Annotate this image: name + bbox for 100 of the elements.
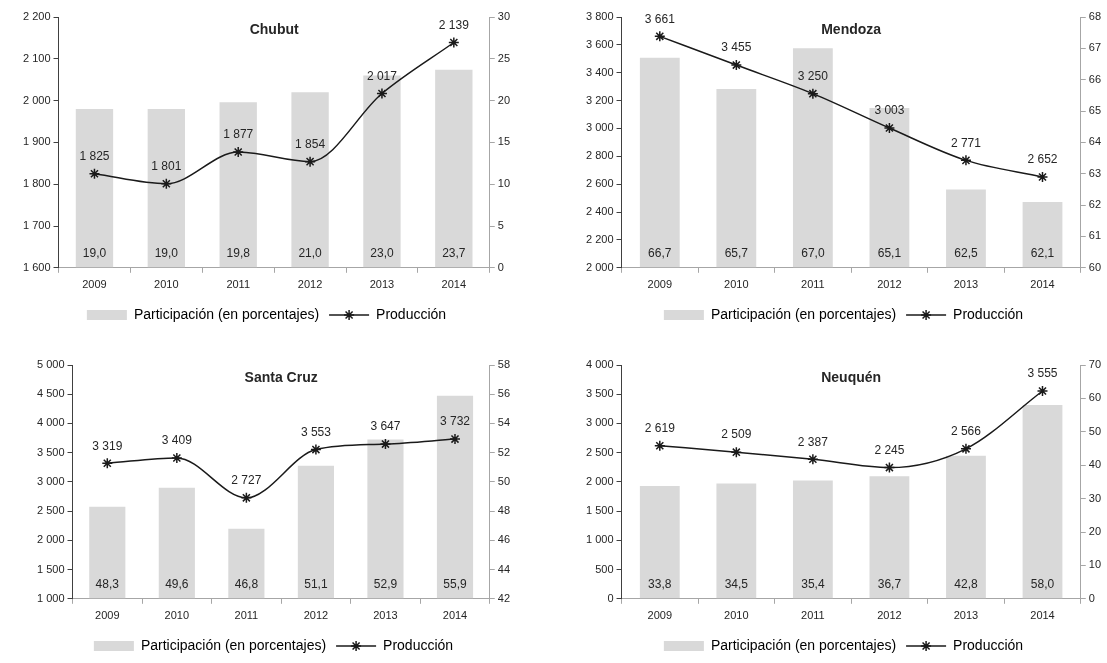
chart-title: Chubut — [249, 20, 299, 37]
data-label: 2 566 — [950, 424, 982, 439]
y2-tick-label: 40 — [1088, 458, 1102, 471]
point — [160, 178, 173, 190]
legend-label: Producción — [376, 305, 447, 322]
y-tick-label: 4 000 — [37, 416, 65, 429]
y2-tick-label: 52 — [497, 445, 511, 458]
y-tick-label: 1 700 — [23, 219, 51, 232]
y2-tick-label: 67 — [1088, 41, 1102, 54]
data-label: 36,7 — [877, 576, 902, 591]
bar — [869, 476, 910, 599]
point — [449, 433, 461, 445]
point — [171, 452, 183, 464]
x-tick-label: 2013 — [953, 278, 979, 291]
y-tick-label: 3 500 — [37, 445, 65, 458]
data-label: 3 553 — [300, 424, 332, 439]
y-tick-label: 3 800 — [586, 10, 614, 23]
data-label: 3 250 — [797, 68, 829, 83]
data-label: 58,0 — [1030, 576, 1055, 591]
data-label: 3 661 — [644, 11, 676, 26]
point — [654, 439, 666, 452]
y-tick-label: 1 800 — [23, 177, 51, 190]
point — [376, 87, 388, 100]
point — [960, 154, 972, 167]
data-label: 3 455 — [721, 40, 752, 55]
y-tick-label: 5 000 — [37, 358, 65, 371]
data-label: 3 319 — [92, 438, 123, 453]
y2-tick-label: 61 — [1088, 229, 1102, 242]
data-label: 52,9 — [373, 576, 398, 591]
data-label: 33,8 — [648, 576, 672, 591]
bar — [639, 485, 680, 599]
x-tick-label: 2012 — [877, 609, 902, 622]
x-tick-label: 2009 — [95, 609, 120, 622]
data-label: 2 139 — [438, 17, 470, 32]
y2-tick-label: 25 — [497, 51, 511, 64]
y-tick-label: 3 000 — [586, 416, 614, 429]
y-tick-label: 1 000 — [37, 591, 65, 604]
y-tick-label: 2 200 — [586, 232, 614, 245]
y-tick-label: 2 400 — [586, 205, 614, 218]
point — [730, 59, 743, 71]
data-label: 65,7 — [724, 245, 749, 260]
y2-tick-label: 65 — [1088, 104, 1102, 117]
point — [1036, 385, 1049, 397]
x-tick-label: 2011 — [801, 278, 825, 291]
y-tick-label: 4 000 — [586, 358, 614, 371]
y2-tick-label: 10 — [497, 177, 511, 190]
x-tick-label: 2013 — [369, 278, 395, 291]
y2-tick-label: 56 — [497, 387, 511, 400]
legend-label: Participación (en porcentajes) — [140, 636, 327, 653]
y2-tick-label: 0 — [497, 260, 504, 273]
bar — [946, 455, 986, 599]
bar — [1022, 405, 1063, 599]
y2-tick-label: 15 — [497, 135, 511, 148]
data-label: 2 017 — [366, 68, 398, 83]
y2-tick-label: 0 — [1088, 591, 1095, 604]
x-tick-label: 2012 — [303, 609, 329, 622]
x-tick-label: 2014 — [441, 278, 467, 291]
y2-tick-label: 10 — [1088, 558, 1102, 571]
y2-tick-label: 20 — [497, 93, 511, 106]
data-label: 3 732 — [439, 414, 471, 429]
legend-label: Producción — [953, 636, 1024, 653]
legend-label: Participación (en porcentajes) — [133, 305, 320, 322]
y-tick-label: 2 000 — [37, 533, 65, 546]
x-tick-label: 2010 — [164, 609, 190, 622]
y-tick-label: 3 400 — [586, 65, 614, 78]
chart-title: Santa Cruz — [244, 368, 318, 385]
data-label: 2 727 — [231, 473, 262, 488]
y2-tick-label: 68 — [1088, 10, 1102, 23]
y2-tick-label: 42 — [497, 591, 511, 604]
y2-tick-label: 58 — [497, 358, 511, 371]
bar — [75, 108, 114, 268]
point — [883, 122, 896, 134]
point — [101, 457, 114, 469]
y2-tick-label: 70 — [1088, 358, 1102, 371]
data-label: 3 409 — [161, 433, 193, 448]
y-tick-label: 3 000 — [37, 474, 65, 487]
data-label: 35,4 — [801, 576, 825, 591]
data-label: 23,7 — [442, 245, 466, 260]
data-label: 2 387 — [797, 434, 829, 449]
y-tick-label: 1 500 — [586, 504, 614, 517]
x-tick-label: 2010 — [724, 609, 749, 622]
data-label: 2 771 — [950, 135, 982, 150]
bar — [716, 483, 757, 599]
y2-tick-label: 54 — [497, 416, 511, 429]
y-tick-label: 2 500 — [37, 504, 65, 517]
point — [807, 87, 819, 100]
point — [960, 443, 972, 455]
x-tick-label: 2009 — [82, 278, 107, 291]
y2-tick-label: 48 — [497, 504, 511, 517]
point — [807, 453, 819, 466]
legend-label: Participación (en porcentajes) — [710, 305, 897, 322]
y2-tick-label: 30 — [1088, 491, 1102, 504]
y-tick-label: 3 500 — [586, 387, 614, 400]
data-label: 3 555 — [1027, 366, 1058, 381]
x-tick-label: 2009 — [647, 609, 673, 622]
data-label: 66,7 — [648, 245, 672, 260]
point — [232, 146, 244, 158]
point — [379, 438, 392, 450]
data-label: 2 652 — [1027, 152, 1058, 167]
chart-title: Mendoza — [821, 20, 882, 37]
